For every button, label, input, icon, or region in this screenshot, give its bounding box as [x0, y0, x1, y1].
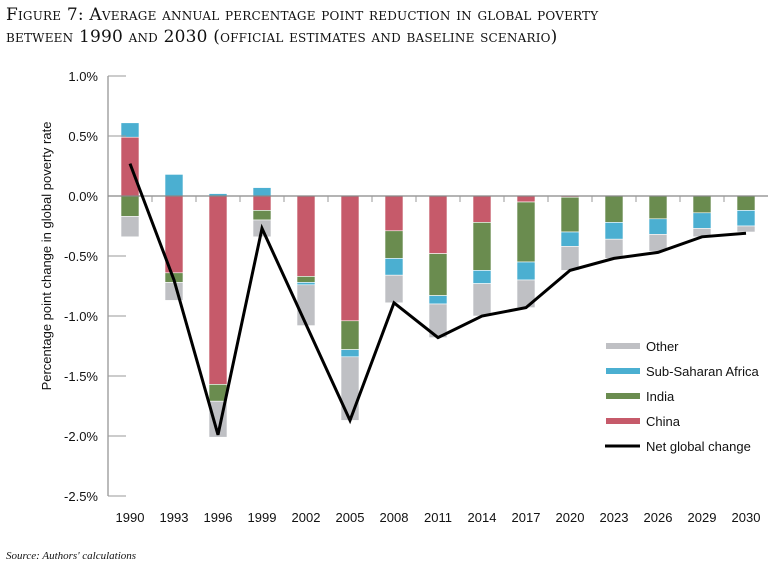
bar-india-1999	[252, 210, 272, 221]
bar-india-2005	[340, 320, 360, 350]
bar-sub-saharan-africa-1993	[164, 174, 184, 197]
bar-other-2002	[296, 284, 316, 326]
bar-other-2008	[384, 274, 404, 304]
bar-china-2014	[472, 195, 492, 223]
bar-other-2030	[736, 225, 756, 233]
bar-sub-saharan-africa-2020	[560, 231, 580, 247]
bar-other-2005	[340, 356, 360, 421]
chart-title: Figure 7: Average annual percentage poin…	[6, 4, 774, 48]
bar-china-2011	[428, 195, 448, 254]
bar-sub-saharan-africa-2030	[736, 210, 756, 227]
bar-india-2020	[560, 196, 580, 233]
bar-india-2002	[296, 276, 316, 283]
y-tick-label: -0.5%	[64, 249, 98, 264]
bar-sub-saharan-africa-1999	[252, 187, 272, 197]
bar-other-2023	[604, 238, 624, 259]
bar-china-1996	[208, 195, 228, 385]
chart-title-line-2: between 1990 and 2030 (official estimate…	[6, 27, 558, 47]
bar-layer	[120, 122, 756, 438]
x-tick-label: 2026	[644, 510, 673, 525]
x-tick-label: 2017	[512, 510, 541, 525]
bar-sub-saharan-africa-2011	[428, 295, 448, 305]
bar-india-2029	[692, 195, 712, 214]
legend-label-sub-saharan-africa: Sub-Saharan Africa	[646, 364, 760, 379]
chart-title-line-1: Figure 7: Average annual percentage poin…	[6, 5, 599, 25]
bar-india-2026	[648, 195, 668, 220]
legend-swatch-china	[606, 418, 640, 424]
bar-india-2030	[736, 195, 756, 211]
bar-other-2020	[560, 246, 580, 271]
bar-india-2008	[384, 230, 404, 259]
y-tick-label: -1.5%	[64, 369, 98, 384]
bar-china-2008	[384, 195, 404, 232]
bar-india-1990	[120, 195, 140, 217]
bar-sub-saharan-africa-2029	[692, 212, 712, 229]
x-tick-label: 2008	[380, 510, 409, 525]
y-tick-label: 0.5%	[68, 129, 98, 144]
bar-china-1999	[252, 195, 272, 211]
bar-india-2014	[472, 222, 492, 271]
bar-other-2014	[472, 283, 492, 317]
bar-sub-saharan-africa-1990	[120, 122, 140, 138]
source-note: Source: Authors' calculations	[6, 550, 137, 562]
x-tick-label: 2030	[732, 510, 761, 525]
y-tick-label: 1.0%	[68, 69, 98, 84]
legend-swatch-india	[606, 393, 640, 399]
bar-india-2011	[428, 253, 448, 296]
bar-india-2023	[604, 195, 624, 223]
y-tick-label: 0.0%	[68, 189, 98, 204]
x-tick-label: 1990	[116, 510, 145, 525]
y-tick-label: -2.5%	[64, 489, 98, 504]
x-tick-label: 2011	[424, 510, 452, 525]
bar-sub-saharan-africa-2023	[604, 222, 624, 240]
x-tick-label: 2002	[292, 510, 321, 525]
y-tick-label: -2.0%	[64, 429, 98, 444]
bar-other-1990	[120, 216, 140, 238]
y-tick-label: -1.0%	[64, 309, 98, 324]
x-tick-label: 2020	[556, 510, 585, 525]
bar-sub-saharan-africa-2026	[648, 218, 668, 235]
bar-india-2017	[516, 201, 536, 263]
legend-label-other: Other	[646, 339, 679, 354]
x-tick-label: 1993	[160, 510, 189, 525]
legend-swatch-other	[606, 343, 640, 349]
x-tick-label: 1996	[204, 510, 233, 525]
y-axis-title: Percentage point change in global povert…	[39, 122, 54, 391]
axes-layer: 1.0% 0.5% 0.0% -0.5% -1.0% -1.5% -2.0% -2.5% 199…	[64, 69, 768, 525]
x-tick-label: 1999	[248, 510, 277, 525]
x-tick-label: 2029	[688, 510, 717, 525]
x-tick-label: 2005	[336, 510, 365, 525]
bar-sub-saharan-africa-2008	[384, 258, 404, 276]
net-line-layer	[128, 163, 747, 436]
bar-sub-saharan-africa-2005	[340, 349, 360, 358]
x-tick-label: 2014	[468, 510, 497, 525]
bar-china-2002	[296, 195, 316, 277]
bar-china-2005	[340, 195, 360, 322]
bar-sub-saharan-africa-2014	[472, 270, 492, 284]
legend-swatch-sub-saharan-africa	[606, 368, 640, 374]
legend: Other Sub-Saharan Africa India China Net glo…	[605, 339, 760, 454]
legend-label-china: China	[646, 414, 681, 429]
bar-sub-saharan-africa-2017	[516, 261, 536, 281]
x-tick-label: 2023	[600, 510, 629, 525]
bar-sub-saharan-africa-2002	[296, 282, 316, 286]
legend-label-india: India	[646, 389, 675, 404]
legend-label-net-global-change: Net global change	[646, 439, 751, 454]
bar-china-2017	[516, 195, 536, 203]
